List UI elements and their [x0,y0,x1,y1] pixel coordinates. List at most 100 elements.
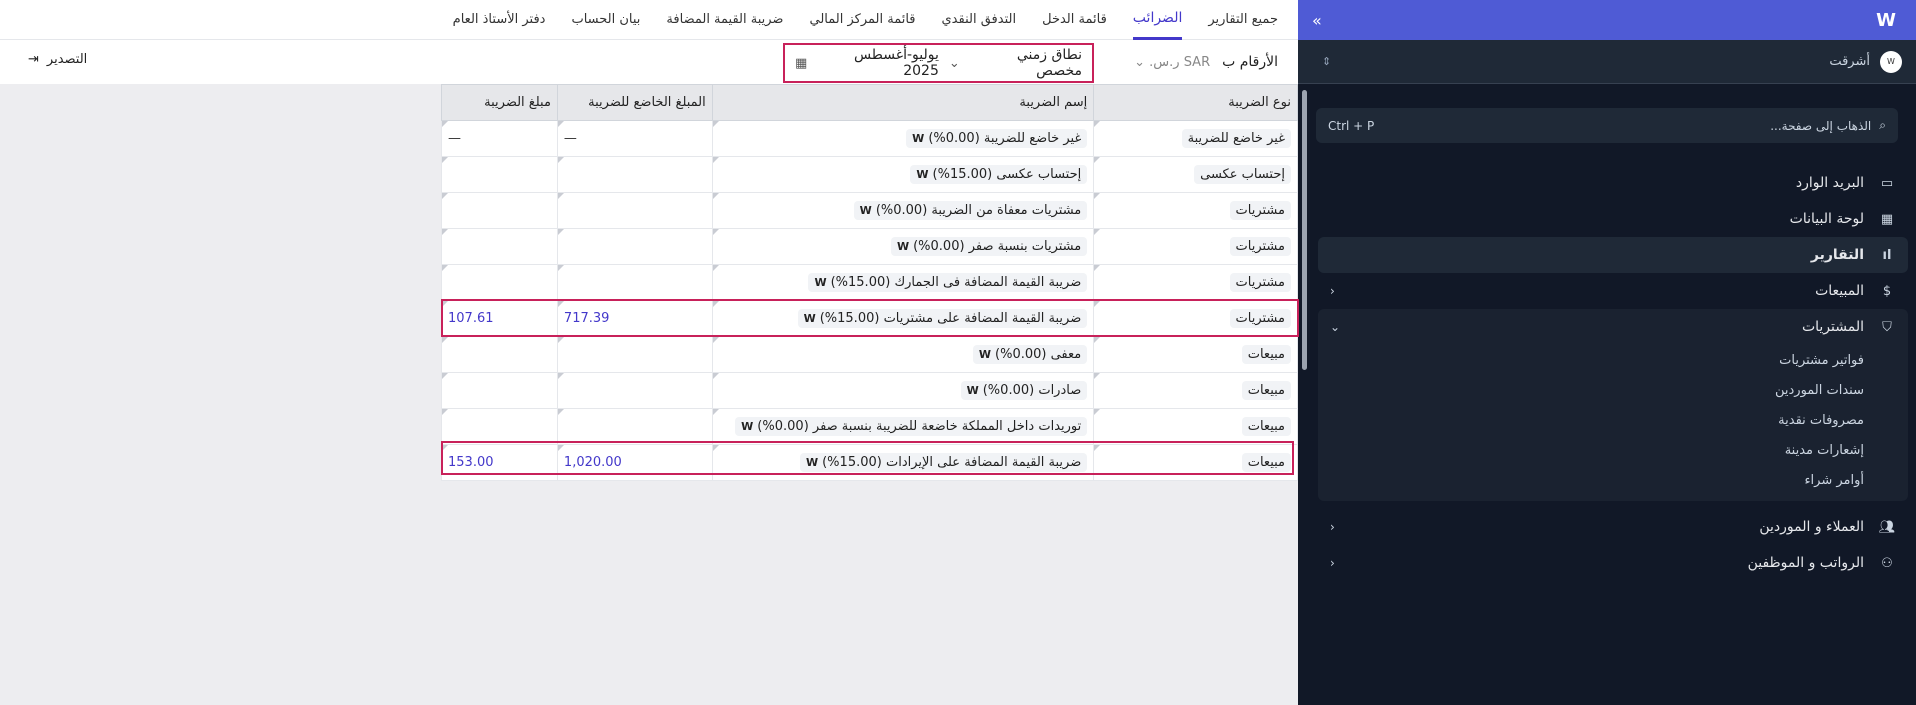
tax-type: مبيعات [1241,417,1291,436]
taxable-amount-cell[interactable]: 717.39 [556,300,713,337]
sidebar-subitem-supplier-vouchers[interactable]: سندات الموردين [1774,382,1864,398]
taxable-amount-cell[interactable] [556,336,713,373]
tax-name[interactable]: غير خاضع للضريبة (0.00%)W [906,129,1088,148]
table-row: مبيعات صادرات (0.00%)W [441,372,1298,409]
currency-value: SAR ر.س. [1149,54,1211,70]
tax-amount-cell[interactable] [441,336,558,373]
taxable-amount-cell[interactable]: 1,020.00 [556,444,713,481]
tax-name[interactable]: مشتريات معفاة من الضريبة (0.00%)W [853,201,1088,220]
tax-amount-cell[interactable] [441,264,558,301]
chevron-left-icon: ‹ [1330,284,1335,298]
report-tabs: جميع التقارير الضرائب قائمة الدخل التدفق… [0,0,1298,40]
tax-name[interactable]: ضريبة القيمة المضافة على الإيرادات (15.0… [799,453,1088,472]
tax-name[interactable]: توريدات داخل المملكة خاضعة للضريبة بنسبة… [735,417,1088,436]
sidebar-item-label: المشتريات [1801,319,1864,335]
tab-account-statement[interactable]: بيان الحساب [571,12,641,27]
tax-name-cell: صادرات (0.00%)W [711,372,1095,409]
tax-type: مشتريات [1229,201,1291,220]
taxable-amount-cell[interactable] [556,228,713,265]
sidebar-item-purchases[interactable]: ⛉ المشتريات ⌄ [1318,309,1908,345]
tax-name[interactable]: ضريبة القيمة المضافة على مشتريات (15.00%… [797,309,1088,328]
taxable-amount-cell[interactable] [556,264,713,301]
collapse-sidebar-icon[interactable]: » [1312,10,1322,30]
tax-amount-cell[interactable]: 107.61 [441,300,558,337]
org-switcher[interactable]: W أشرقت ⇕ [1298,40,1916,84]
sidebar-item-dashboard[interactable]: ▦ لوحة البيانات [1318,201,1908,237]
period-value[interactable]: يوليو-أغسطس 2025 [853,47,939,79]
tax-name[interactable]: إحتساب عكسى (15.00%)W [910,165,1088,184]
sidebar-header: W » [1298,0,1916,40]
sidebar-item-sales[interactable]: $ المبيعات ‹ [1318,273,1908,309]
sidebar-item-inbox[interactable]: ▭ البريد الوارد [1318,165,1908,201]
tax-name[interactable]: مشتريات بنسبة صفر (0.00%)W [890,237,1088,256]
sidebar-item-reports[interactable]: ıl التقارير [1318,237,1908,273]
export-button[interactable]: التصدير ⇥ [28,52,87,67]
brand-icon: W [912,132,925,145]
tab-vat[interactable]: ضريبة القيمة المضافة [666,12,784,27]
tax-amount-cell[interactable] [441,228,558,265]
tax-name-cell: ضريبة القيمة المضافة فى الجمارك (15.00%)… [711,264,1095,301]
tax-amount-cell[interactable]: — [441,120,558,157]
sidebar: W » W أشرقت ⇕ ⌕ الذهاب إلى صفحة... Ctrl … [1298,0,1916,705]
tax-name-text: ضريبة القيمة المضافة على مشتريات (15.00%… [819,311,1082,326]
taxable-amount-cell[interactable] [556,192,713,229]
taxable-amount-cell[interactable] [556,408,713,445]
tax-name[interactable]: صادرات (0.00%)W [960,381,1088,400]
brand-icon: W [966,384,979,397]
logo-icon: W [1876,9,1896,31]
tax-name-text: صادرات (0.00%) [982,383,1082,398]
currency-select[interactable]: SAR ر.س. ⌄ [1134,55,1210,70]
toolbar: الأرقام ب SAR ر.س. ⌄ نطاق زمني مخصص ⌄ يو… [0,40,1298,84]
sidebar-subitem-purchase-invoices[interactable]: فواتير مشتريات [1779,352,1864,368]
tax-amount-cell[interactable]: 153.00 [441,444,558,481]
chevron-down-icon: ⌄ [1134,54,1145,70]
brand-icon: W [916,168,929,181]
sidebar-item-label: العملاء و الموردين [1759,519,1864,535]
chevron-updown-icon[interactable]: ⇕ [1322,55,1332,68]
tax-amount-cell[interactable] [441,156,558,193]
tab-taxes[interactable]: الضرائب [1132,0,1183,40]
tax-name[interactable]: ضريبة القيمة المضافة فى الجمارك (15.00%)… [808,273,1088,292]
sidebar-item-customers-suppliers[interactable]: 👥︎ العملاء و الموردين ‹ [1318,509,1908,545]
tax-name-text: معفى (0.00%) [995,347,1082,362]
tax-name-cell: ضريبة القيمة المضافة على مشتريات (15.00%… [711,300,1095,337]
tax-type-cell: مشتريات [1093,300,1298,337]
sidebar-subitem-cash-expenses[interactable]: مصروفات نقدية [1778,412,1864,428]
inbox-icon: ▭ [1880,175,1894,191]
sidebar-subitem-purchase-orders[interactable]: أوامر شراء [1804,472,1864,488]
tax-amount-cell[interactable] [441,192,558,229]
search-icon: ⌕ [1879,118,1886,132]
tab-income-statement[interactable]: قائمة الدخل [1042,12,1107,27]
tax-type: مبيعات [1241,345,1291,364]
tax-amount-cell[interactable] [441,372,558,409]
tax-name-cell: مشتريات بنسبة صفر (0.00%)W [711,228,1095,265]
tax-name[interactable]: معفى (0.00%) W [972,345,1088,364]
tax-type-cell: إحتساب عكسى [1093,156,1298,193]
tab-cash-flow[interactable]: التدفق النقدي [941,12,1017,27]
tax-name-cell: غير خاضع للضريبة (0.00%)W [711,120,1095,157]
table-row: مشتريات ضريبة القيمة المضافة على مشتريات… [441,300,1298,337]
sidebar-item-label: الرواتب و الموظفين [1747,555,1864,571]
table-row: مبيعات ضريبة القيمة المضافة على الإيرادا… [441,444,1298,481]
search-input[interactable]: ⌕ الذهاب إلى صفحة... Ctrl + P [1316,108,1898,143]
numbers-in-label: الأرقام ب [1222,54,1278,70]
table-row: مبيعات معفى (0.00%) W [441,336,1298,373]
tab-general-ledger[interactable]: دفتر الأستاذ العام [452,12,546,27]
tax-type-cell: مبيعات [1093,336,1298,373]
taxable-amount-cell[interactable]: — [556,120,713,157]
tab-balance-sheet[interactable]: قائمة المركز المالي [809,12,916,27]
range-type-select[interactable]: نطاق زمني مخصص [1016,47,1082,79]
taxable-amount-cell[interactable] [556,156,713,193]
tab-all-reports[interactable]: جميع التقارير [1208,12,1278,27]
search-placeholder: الذهاب إلى صفحة... [1770,118,1872,133]
table-scrollbar[interactable] [1302,90,1307,370]
sidebar-item-label: لوحة البيانات [1789,211,1864,227]
dashboard-icon: ▦ [1880,211,1894,227]
taxable-amount-cell[interactable] [556,372,713,409]
tax-name-text: ضريبة القيمة المضافة فى الجمارك (15.00%) [830,275,1082,290]
sidebar-subitem-debit-notes[interactable]: إشعارات مدينة [1784,442,1864,458]
table-row: مبيعات توريدات داخل المملكة خاضعة للضريب… [441,408,1298,445]
date-range-picker[interactable]: نطاق زمني مخصص ⌄ يوليو-أغسطس 2025 ▦ [783,43,1094,83]
sidebar-item-payroll[interactable]: ⚇ الرواتب و الموظفين ‹ [1318,545,1908,581]
tax-amount-cell[interactable] [441,408,558,445]
